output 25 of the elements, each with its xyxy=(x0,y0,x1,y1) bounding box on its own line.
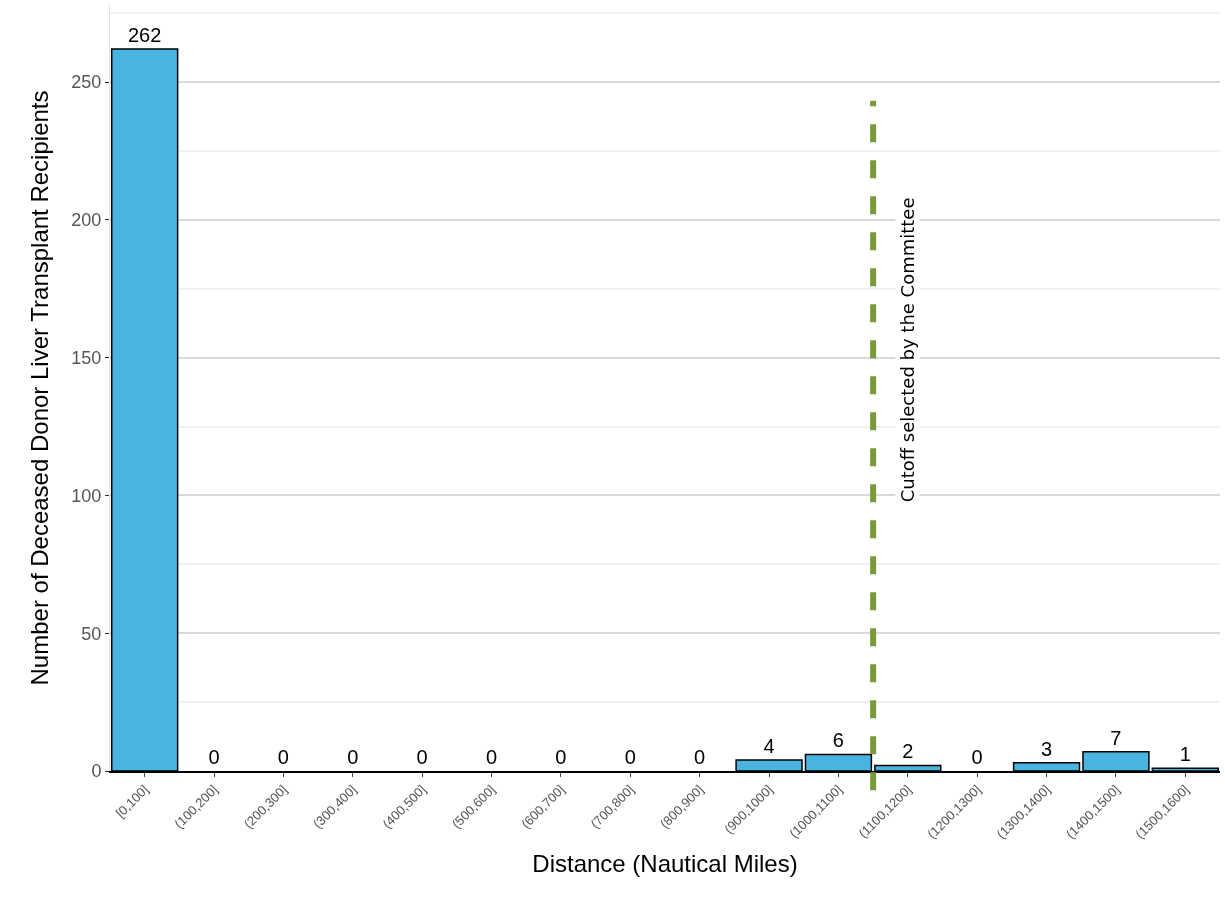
data-label: 1 xyxy=(1179,743,1191,766)
y-tick-label: 200 xyxy=(71,210,102,231)
data-label: 0 xyxy=(624,746,636,768)
y-tick-label: 250 xyxy=(71,72,102,93)
data-label: 0 xyxy=(486,746,498,768)
ref-line-label: Cutoff selected by the Committee xyxy=(896,197,918,503)
data-label: 0 xyxy=(555,746,567,768)
x-axis-title: Distance (Nautical Miles) xyxy=(532,850,798,878)
data-label: 7 xyxy=(1110,726,1122,749)
data-label: 0 xyxy=(277,746,289,768)
data-label: 2 xyxy=(902,740,914,763)
y-tick-label: 100 xyxy=(71,485,102,506)
data-label: 0 xyxy=(347,746,359,768)
y-tick-label: 50 xyxy=(81,623,102,644)
data-label: 0 xyxy=(694,746,706,768)
y-tick-label: 150 xyxy=(71,347,102,368)
data-label: 262 xyxy=(128,24,162,47)
data-label: 0 xyxy=(208,746,220,768)
data-label: 6 xyxy=(832,729,844,752)
data-label: 0 xyxy=(416,746,428,768)
data-label: 3 xyxy=(1041,737,1053,760)
data-label: 0 xyxy=(971,746,983,768)
data-label: 4 xyxy=(763,734,775,757)
y-tick-label: 0 xyxy=(91,761,102,782)
y-axis-title: Number of Deceased Donor Liver Transplant Recipients xyxy=(26,90,54,686)
